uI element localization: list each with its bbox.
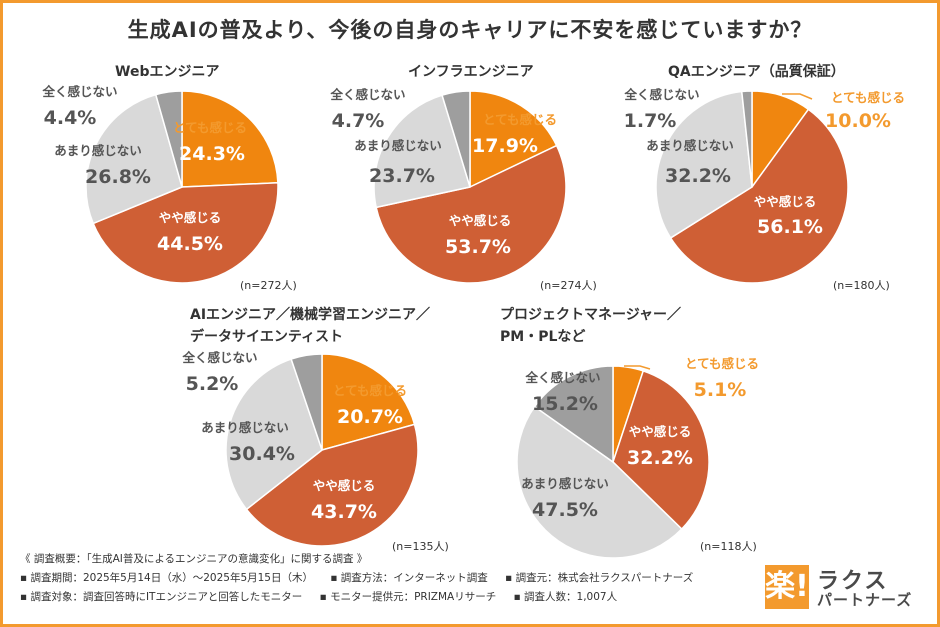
logo-sub: パートナーズ <box>817 591 913 609</box>
survey-provider: ▪ モニター提供元：PRIZMAリサーチ <box>319 591 497 603</box>
survey-row-1: ▪ 調査期間：2025年5月14日（水）〜2025年5月15日（木） ▪ 調査方… <box>20 569 707 588</box>
slice-value-not-much: 47.5% <box>532 499 598 521</box>
slice-label-somewhat: やや感じる <box>159 210 222 225</box>
slice-label-not-at-all: 全く感じない <box>329 87 405 102</box>
survey-summary: 《 調査概要：「生成AI普及によるエンジニアの意識変化」に関する調査 》 ▪ 調… <box>20 550 707 607</box>
chart-title-line2: データサイエンティスト <box>190 329 344 345</box>
pie-slice-not-much <box>225 358 323 511</box>
sample-size: (n=180人) <box>833 279 890 292</box>
survey-method: ▪ 調査方法：インターネット調査 <box>330 572 488 584</box>
page-title: 生成AIの普及より、今後の自身のキャリアに不安を感じていますか？ <box>127 18 813 42</box>
slice-value-not-at-all: 4.7% <box>332 110 385 132</box>
slice-value-somewhat: 43.7% <box>311 501 377 523</box>
slice-value-somewhat: 32.2% <box>627 447 693 469</box>
slice-label-not-at-all: 全く感じない <box>41 84 117 99</box>
leader-line <box>624 365 651 370</box>
slice-value-strong: 24.3% <box>179 143 245 165</box>
chart-title-line2: PM・PLなど <box>500 329 586 345</box>
pie-chart: とても感じる 20.7% やや感じる 43.7% あまり感じない 30.4% 全く感じない 5… <box>181 350 419 547</box>
logo-mark: 楽! <box>765 565 809 609</box>
slice-value-somewhat: 44.5% <box>157 233 223 255</box>
survey-target: ▪ 調査対象：調査回答時にITエンジニアと回答したモニター <box>20 591 303 603</box>
pie-slice-not-much <box>373 94 471 209</box>
pie-slice-somewhat <box>375 144 567 284</box>
sample-size: (n=272人) <box>240 279 297 292</box>
pie-chart: とても感じる 17.9% やや感じる 53.7% あまり感じない 23.7% 全く感じない 4… <box>329 87 567 284</box>
slice-label-strong: とても感じる <box>333 383 407 398</box>
pie-slice-strong <box>321 353 416 451</box>
slice-value-strong: 5.1% <box>694 379 747 401</box>
slice-label-not-at-all: 全く感じない <box>524 370 600 385</box>
slice-label-not-much: あまり感じない <box>201 420 289 435</box>
slice-label-strong: とても感じる <box>173 120 247 135</box>
pie-slice-not-much <box>655 90 753 239</box>
chart-title: プロジェクトマネージャー／ <box>500 307 682 323</box>
pie-slice-somewhat <box>612 369 710 531</box>
chart-title: インフラエンジニア <box>408 64 534 80</box>
leader-line <box>782 93 813 100</box>
sample-size: (n=274人) <box>540 279 597 292</box>
pie-slice-somewhat <box>245 423 419 547</box>
slice-value-not-much: 30.4% <box>229 443 295 465</box>
slice-label-not-at-all: 全く感じない <box>181 350 257 365</box>
pie-slice-not-much <box>516 405 683 559</box>
pie-slice-strong <box>469 90 558 189</box>
pie-chart: とても感じる 5.1% やや感じる 32.2% あまり感じない 47.5% 全く感じない 15… <box>516 356 759 559</box>
pie-chart: とても感じる 24.3% やや感じる 44.5% あまり感じない 26.8% 全く感じない 4… <box>41 84 279 284</box>
pie-slice-somewhat <box>669 108 849 284</box>
pie-slice-not-at-all <box>441 90 471 188</box>
survey-summary-title: 《 調査概要：「生成AI普及によるエンジニアの意識変化」に関する調査 》 <box>20 553 368 565</box>
slice-label-somewhat: やや感じる <box>754 194 817 209</box>
slice-value-strong: 20.7% <box>337 406 403 428</box>
slice-value-not-at-all: 1.7% <box>624 110 677 132</box>
logo-name: ラクス <box>817 569 889 594</box>
pie-chart: とても感じる 10.0% やや感じる 56.1% あまり感じない 32.2% 全く感じない 1… <box>623 87 905 284</box>
chart-title: QAエンジニア（品質保証） <box>668 64 845 80</box>
survey-row-2: ▪ 調査対象：調査回答時にITエンジニアと回答したモニター ▪ モニター提供元：… <box>20 588 707 607</box>
slice-label-somewhat: やや感じる <box>449 213 512 228</box>
pie-slice-not-at-all <box>740 90 753 188</box>
chart-title: Webエンジニア <box>115 64 220 80</box>
pie-slice-not-at-all <box>154 90 183 188</box>
slice-label-somewhat: やや感じる <box>629 424 692 439</box>
slice-value-not-much: 32.2% <box>665 165 731 187</box>
slice-value-strong: 17.9% <box>472 135 538 157</box>
survey-count: ▪ 調査人数：1,007人 <box>513 591 618 603</box>
chart-title: AIエンジニア／機械学習エンジニア／ <box>190 307 431 323</box>
slice-label-not-much: あまり感じない <box>54 143 142 158</box>
slice-value-strong: 10.0% <box>825 110 891 132</box>
slice-value-not-at-all: 5.2% <box>186 373 239 395</box>
slice-label-not-much: あまり感じない <box>521 476 609 491</box>
slice-value-not-at-all: 15.2% <box>532 393 598 415</box>
company-logo: 楽! ラクス パートナーズ <box>765 563 925 611</box>
slice-value-not-much: 23.7% <box>369 165 435 187</box>
slice-value-somewhat: 53.7% <box>445 236 511 258</box>
survey-period: ▪ 調査期間：2025年5月14日（水）〜2025年5月15日（木） <box>20 572 313 584</box>
slice-label-strong: とても感じる <box>831 90 905 105</box>
slice-label-strong: とても感じる <box>483 112 557 127</box>
pie-slice-not-much <box>85 93 183 225</box>
slice-label-not-much: あまり感じない <box>354 138 442 153</box>
sample-size: (n=135人) <box>392 540 449 553</box>
slice-value-somewhat: 56.1% <box>757 216 823 238</box>
slice-value-not-at-all: 4.4% <box>44 107 97 129</box>
slice-label-not-at-all: 全く感じない <box>623 87 699 102</box>
sample-size: (n=118人) <box>700 540 757 553</box>
survey-org: ▪ 調査元：株式会社ラクスパートナーズ <box>505 572 694 584</box>
slice-value-not-much: 26.8% <box>85 166 151 188</box>
pie-slice-not-at-all <box>533 365 614 464</box>
pie-slice-not-at-all <box>290 353 323 451</box>
slice-label-not-much: あまり感じない <box>646 138 734 153</box>
pie-slice-somewhat <box>92 181 279 284</box>
slice-label-somewhat: やや感じる <box>313 478 376 493</box>
slice-label-strong: とても感じる <box>685 356 759 371</box>
pie-slice-strong <box>181 90 279 188</box>
